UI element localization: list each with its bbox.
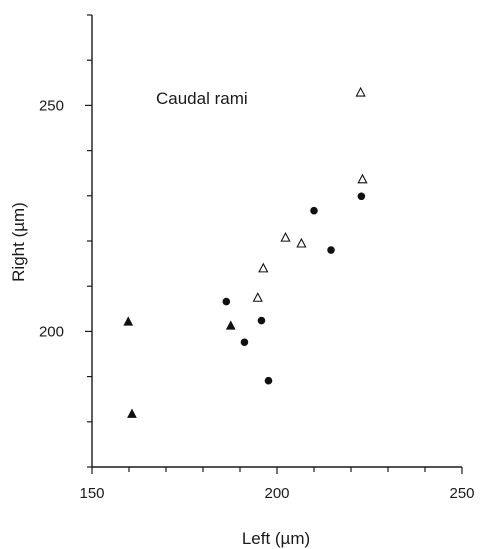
x-tick-label: 150 bbox=[79, 485, 104, 502]
open-triangle-point bbox=[280, 231, 291, 242]
open-triangle-point bbox=[355, 86, 366, 97]
filled-circle-point bbox=[257, 316, 266, 325]
y-axis-label: Right (µm) bbox=[9, 202, 28, 282]
axis-ticks bbox=[85, 14, 463, 474]
y-tick-label: 200 bbox=[39, 323, 64, 340]
open-triangle-point bbox=[252, 292, 263, 302]
open-triangle-point bbox=[357, 173, 368, 184]
axis-tick-labels: 150 200 250 200 250 bbox=[39, 97, 475, 502]
filled-triangle-point bbox=[127, 408, 137, 418]
data-points bbox=[123, 86, 368, 418]
filled-circle-point bbox=[222, 297, 231, 306]
x-axis-label: Left (µm) bbox=[242, 529, 310, 548]
x-tick-label: 200 bbox=[264, 485, 289, 502]
filled-circle-point bbox=[357, 192, 366, 201]
filled-triangle-point bbox=[225, 320, 236, 330]
filled-circle-point bbox=[310, 206, 318, 215]
open-triangle-point bbox=[296, 237, 307, 248]
axes bbox=[91, 15, 462, 468]
filled-circle-point bbox=[240, 338, 249, 347]
x-tick-label: 250 bbox=[449, 485, 474, 502]
filled-triangle-point bbox=[123, 316, 134, 326]
filled-circle-point bbox=[264, 376, 273, 385]
open-triangle-point bbox=[258, 262, 269, 273]
filled-circle-point bbox=[327, 246, 335, 254]
y-tick-label: 250 bbox=[39, 97, 64, 114]
chart-annotation: Caudal rami bbox=[156, 89, 248, 108]
